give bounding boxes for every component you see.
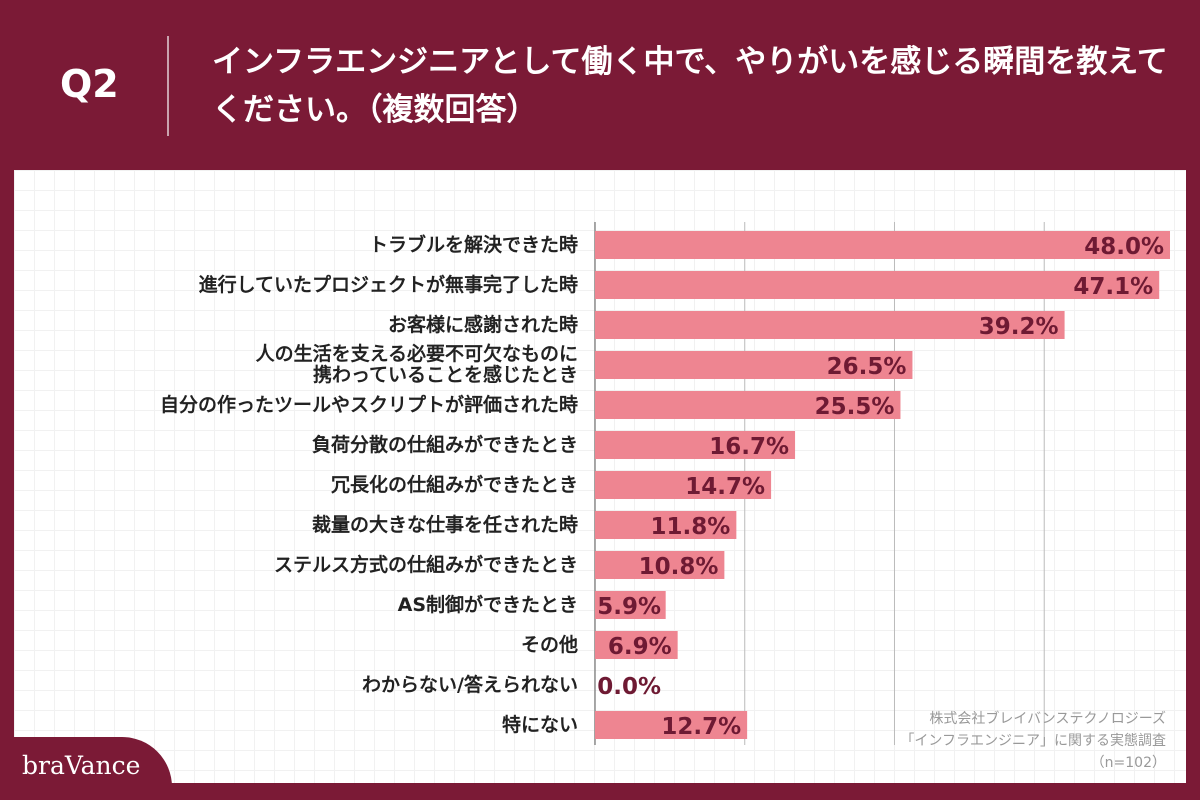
category-label: 自分の作ったツールやスクリプトが評価された時 — [159, 393, 578, 416]
source-survey: 「インフラエンジニア」に関する実態調査 — [900, 733, 1166, 749]
category-label: 人の生活を支える必要不可欠なものに 携わっていることを感じたとき — [255, 343, 578, 386]
data-label: 11.8% — [651, 514, 731, 540]
data-label: 39.2% — [979, 314, 1059, 340]
question-title: インフラエンジニアとして働く中で、やりがいを感じる瞬間を教えてください。（複数回… — [212, 44, 1168, 128]
category-label: お客様に感謝された時 — [387, 313, 578, 336]
bar — [595, 271, 1160, 299]
category-label: 負荷分散の仕組みができたとき — [311, 433, 578, 456]
data-label: 10.8% — [639, 554, 719, 580]
bar — [595, 551, 725, 579]
brand-logo: braVance — [0, 737, 172, 800]
bar — [595, 231, 1170, 259]
logo-text: braVance — [22, 751, 141, 780]
source-company: 株式会社ブレイバンステクノロジーズ — [929, 711, 1166, 727]
bar — [595, 471, 772, 499]
bar — [595, 711, 748, 739]
source-sample: （n=102） — [1090, 755, 1166, 771]
question-number: Q2 — [60, 62, 119, 106]
category-label: AS制御ができたとき — [397, 593, 578, 616]
data-label: 12.7% — [661, 714, 741, 740]
data-label: 26.5% — [827, 354, 907, 380]
data-label: 6.9% — [608, 634, 672, 660]
bar — [595, 311, 1065, 339]
header-divider — [167, 36, 169, 136]
data-label: 5.9% — [597, 594, 661, 620]
bar — [595, 511, 737, 539]
category-label: 冗長化の仕組みができたとき — [330, 473, 578, 496]
data-label: 47.1% — [1073, 274, 1153, 300]
category-label: 特にない — [501, 713, 578, 736]
bar — [595, 351, 913, 379]
category-label: その他 — [520, 633, 578, 656]
bar — [595, 591, 666, 619]
data-label: 25.5% — [815, 394, 895, 420]
category-label: 進行していたプロジェクトが無事完了した時 — [198, 273, 578, 296]
data-label: 0.0% — [597, 674, 661, 700]
category-label: トラブルを解決できた時 — [368, 233, 578, 256]
source-note: 株式会社ブレイバンステクノロジーズ 「インフラエンジニア」に関する実態調査 （n… — [900, 708, 1166, 774]
bar — [595, 431, 796, 459]
bar — [595, 391, 901, 419]
data-label: 48.0% — [1084, 234, 1164, 260]
data-label: 16.7% — [709, 434, 789, 460]
category-label: ステルス方式の仕組みができたとき — [273, 553, 578, 576]
category-label: わからない/答えられない — [362, 673, 578, 696]
data-label: 14.7% — [685, 474, 765, 500]
category-label: 裁量の大きな仕事を任された時 — [311, 513, 578, 536]
bar — [595, 631, 678, 659]
